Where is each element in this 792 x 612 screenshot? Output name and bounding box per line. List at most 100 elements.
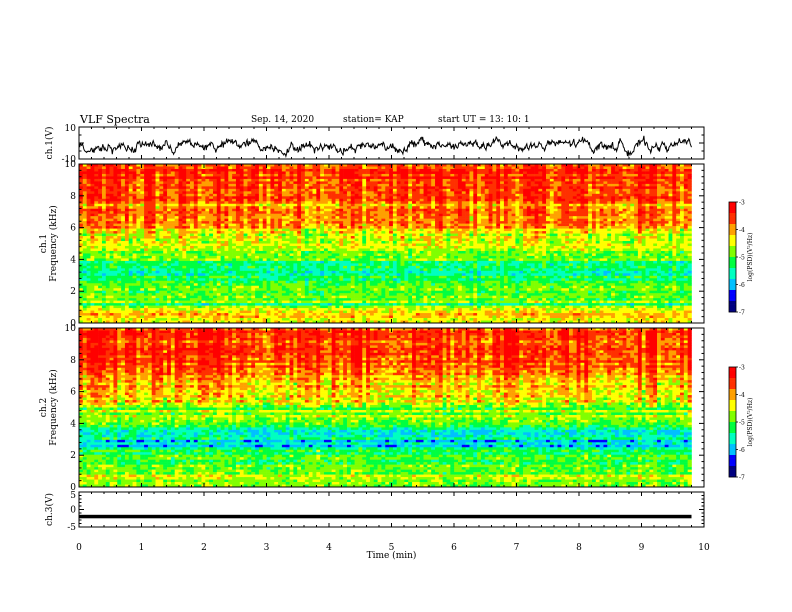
spectrogram-cell — [140, 263, 144, 266]
spectrogram-cell — [90, 293, 94, 296]
spectrogram-cell — [224, 226, 228, 229]
spectrogram-cell — [232, 273, 236, 276]
spectrogram-cell — [133, 301, 137, 304]
spectrogram-cell — [113, 216, 117, 219]
spectrogram-cell — [221, 201, 225, 204]
spectrogram-cell — [171, 239, 175, 242]
spectrogram-cell — [129, 301, 133, 304]
spectrogram-cell — [148, 179, 152, 182]
spectrogram-cell — [194, 229, 198, 232]
spectrogram-cell — [87, 189, 91, 192]
spectrogram-cell — [236, 246, 240, 249]
spectrogram-cell — [159, 273, 163, 276]
spectrogram-cell — [240, 261, 244, 264]
spectrogram-cell — [179, 186, 183, 189]
spectrogram-cell — [94, 174, 98, 177]
spectrogram-cell — [98, 253, 102, 256]
spectrogram-cell — [106, 266, 110, 269]
spectrogram-cell — [232, 229, 236, 232]
spectrogram-cell — [194, 291, 198, 294]
spectrogram-cell — [87, 268, 91, 271]
spectrogram-cell — [209, 196, 213, 199]
spectrogram-cell — [98, 258, 102, 261]
spectrogram-cell — [140, 216, 144, 219]
spectrogram-cell — [171, 261, 175, 264]
spectrogram-cell — [156, 176, 160, 179]
spectrogram-cell — [182, 204, 186, 207]
spectrogram-cell — [159, 268, 163, 271]
spectrogram-cell — [221, 214, 225, 217]
spectrogram-cell — [175, 204, 179, 207]
spectrogram-cell — [171, 271, 175, 274]
spectrogram-cell — [159, 286, 163, 289]
spectrogram-cell — [156, 184, 160, 187]
spectrogram-cell — [121, 318, 125, 321]
spectrogram-cell — [205, 288, 209, 291]
spectrogram-cell — [129, 251, 133, 254]
spectrogram-cell — [175, 261, 179, 264]
spectrogram-cell — [175, 184, 179, 187]
spectrogram-cell — [98, 184, 102, 187]
spectrogram-cell — [171, 291, 175, 294]
spectrogram-cell — [190, 179, 194, 182]
spectrogram-cell — [232, 258, 236, 261]
spectrogram-cell — [194, 293, 198, 296]
spectrogram-cell — [106, 283, 110, 286]
spectrogram-cell — [167, 184, 171, 187]
spectrogram-cell — [205, 291, 209, 294]
spectrogram-cell — [87, 276, 91, 279]
spectrogram-cell — [171, 219, 175, 222]
spectrogram-cell — [228, 296, 232, 299]
spectrogram-cell — [244, 291, 248, 294]
spectrogram-cell — [152, 166, 156, 169]
spectrogram-cell — [232, 296, 236, 299]
spectrogram-cell — [110, 246, 114, 249]
spectrogram-cell — [232, 276, 236, 279]
spectrogram-cell — [167, 179, 171, 182]
spectrogram-cell — [163, 283, 167, 286]
spectrogram-cell — [194, 234, 198, 237]
spectrogram-cell — [133, 288, 137, 291]
spectrogram-cell — [125, 246, 129, 249]
spectrogram-cell — [209, 179, 213, 182]
spectrogram-cell — [228, 224, 232, 227]
spectrogram-cell — [144, 181, 148, 184]
spectrogram-cell — [113, 244, 117, 247]
spectrogram-cell — [221, 171, 225, 174]
spectrogram-cell — [221, 211, 225, 214]
spectrogram-cell — [244, 246, 248, 249]
spectrogram-cell — [94, 306, 98, 309]
spectrogram-cell — [236, 209, 240, 212]
spectrogram-cell — [129, 216, 133, 219]
spectrogram-cell — [79, 301, 83, 304]
spectrogram-cell — [186, 226, 190, 229]
spectrogram-cell — [202, 189, 206, 192]
spectrogram-cell — [240, 308, 244, 311]
spectrogram-cell — [205, 246, 209, 249]
spectrogram-cell — [179, 171, 183, 174]
spectrogram-cell — [148, 296, 152, 299]
spectrogram-cell — [205, 184, 209, 187]
spectrogram-cell — [140, 179, 144, 182]
spectrogram-cell — [136, 216, 140, 219]
spectrogram-cell — [221, 189, 225, 192]
spectrogram-cell — [202, 209, 206, 212]
spectrogram-cell — [190, 211, 194, 214]
spectrogram-cell — [217, 226, 221, 229]
spectrogram-cell — [87, 219, 91, 222]
spectrogram-cell — [167, 248, 171, 251]
spectrogram-cell — [194, 311, 198, 314]
spectrogram-cell — [244, 281, 248, 284]
spectrogram-cell — [148, 214, 152, 217]
spectrogram-cell — [129, 283, 133, 286]
spectrogram-cell — [140, 201, 144, 204]
spectrogram-cell — [224, 258, 228, 261]
spectrogram-cell — [182, 191, 186, 194]
spectrogram-cell — [148, 231, 152, 234]
spectrogram-cell — [121, 171, 125, 174]
spectrogram-cell — [194, 169, 198, 172]
spectrogram-cell — [167, 214, 171, 217]
spectrogram-cell — [125, 191, 129, 194]
spectrogram-cell — [232, 313, 236, 316]
spectrogram-cell — [194, 248, 198, 251]
